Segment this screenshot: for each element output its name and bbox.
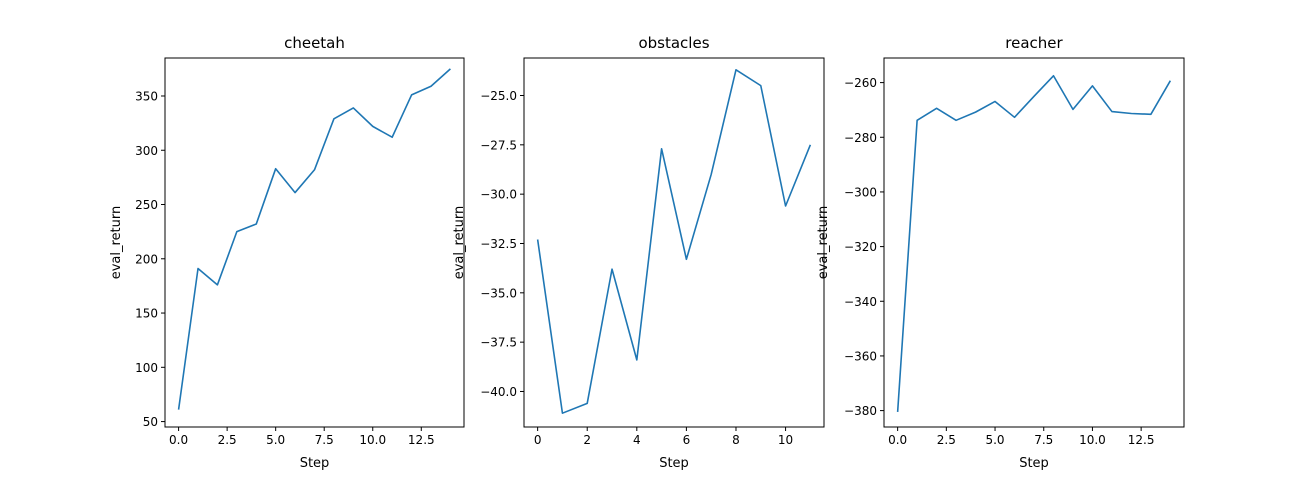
subplot-cheetah: cheetah Step eval_return 0.0 2.5 5.0 7.5 10.… (109, 34, 465, 471)
y-tick-label: −380 (844, 404, 877, 418)
x-tick-label: 10 (778, 433, 793, 447)
series-group (536, 69, 812, 414)
y-axis-label: eval_return (452, 206, 467, 280)
x-axis-label: Step (1019, 456, 1049, 471)
x-tick-label: 5.0 (985, 433, 1004, 447)
x-tick-label: 4 (633, 433, 641, 447)
x-tick-label: 10.0 (359, 433, 386, 447)
y-tick-label: 100 (135, 361, 158, 375)
x-tick-label: 12.5 (408, 433, 435, 447)
tick-group: 0.0 2.5 5.0 7.5 10.0 12.5 50 100 150 200 250 300 350 (135, 89, 435, 447)
y-tick-label: 150 (135, 307, 158, 321)
x-tick-label: 2.5 (937, 433, 956, 447)
x-tick-label: 5.0 (266, 433, 285, 447)
y-tick-label: −320 (844, 240, 877, 254)
y-tick-label: 350 (135, 89, 158, 103)
y-tick-label: −32.5 (480, 237, 517, 251)
axes-frame (523, 57, 825, 428)
axes-frame (883, 57, 1185, 428)
x-tick-label: 7.5 (315, 433, 334, 447)
x-tick-label: 7.5 (1034, 433, 1053, 447)
x-tick-label: 6 (683, 433, 691, 447)
chart-title: obstacles (638, 34, 709, 52)
x-tick-label: 12.5 (1128, 433, 1155, 447)
x-tick-label: 0.0 (169, 433, 188, 447)
subplot-reacher: reacher Step eval_return 0.0 2.5 5.0 7.5 10.… (816, 34, 1185, 471)
x-tick-label: 2 (583, 433, 591, 447)
x-axis-label: Step (300, 456, 330, 471)
tick-group: 0.0 2.5 5.0 7.5 10.0 12.5 −380 −360 −340 −320 −300… (844, 76, 1154, 447)
y-tick-label: 300 (135, 144, 158, 158)
y-tick-label: −280 (844, 131, 877, 145)
x-tick-label: 0 (534, 433, 542, 447)
y-tick-label: −360 (844, 349, 877, 363)
x-tick-label: 8 (732, 433, 740, 447)
chart-title: reacher (1005, 34, 1063, 52)
y-tick-label: −40.0 (480, 385, 517, 399)
y-tick-label: −260 (844, 76, 877, 90)
series-line (536, 69, 812, 414)
x-tick-label: 2.5 (218, 433, 237, 447)
y-tick-label: 200 (135, 252, 158, 266)
y-tick-label: −30.0 (480, 188, 517, 202)
series-line (896, 74, 1172, 413)
y-tick-label: −37.5 (480, 336, 517, 350)
chart-title: cheetah (284, 34, 345, 52)
y-axis-label: eval_return (109, 206, 124, 280)
y-axis-label: eval_return (816, 206, 831, 280)
subplot-obstacles: obstacles Step eval_return 0 2 4 6 8 10 −40.0 −… (452, 34, 825, 471)
tick-group: 0 2 4 6 8 10 −40.0 −37.5 −35.0 −32.5 −30.0 −27.5 −25… (480, 89, 793, 447)
axes-frame (164, 57, 465, 428)
y-tick-label: −300 (844, 185, 877, 199)
x-tick-label: 10.0 (1079, 433, 1106, 447)
series-group (177, 68, 451, 410)
x-axis-label: Step (659, 456, 689, 471)
y-tick-label: −35.0 (480, 286, 517, 300)
y-tick-label: −25.0 (480, 89, 517, 103)
y-tick-label: 50 (143, 415, 158, 429)
y-tick-label: −27.5 (480, 138, 517, 152)
series-line (177, 68, 451, 410)
series-group (896, 74, 1172, 413)
y-tick-label: −340 (844, 295, 877, 309)
y-tick-label: 250 (135, 198, 158, 212)
x-tick-label: 0.0 (888, 433, 907, 447)
